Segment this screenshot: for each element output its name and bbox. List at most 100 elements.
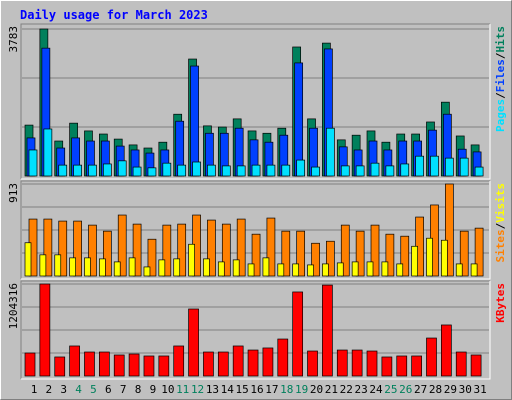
bar <box>203 258 210 277</box>
bar <box>441 239 448 277</box>
x-tick-label: 25 <box>384 383 397 396</box>
bar <box>311 166 320 177</box>
bar <box>307 264 314 277</box>
bar <box>445 183 454 277</box>
bar <box>296 230 306 277</box>
bar <box>147 167 157 177</box>
legend-label: Files <box>494 59 507 92</box>
x-tick-label: 11 <box>176 383 189 396</box>
bar <box>188 308 199 377</box>
chart-title: Daily usage for March 2023 <box>20 8 208 22</box>
bar <box>459 230 469 277</box>
x-tick-label: 31 <box>473 383 486 396</box>
x-tick-label: 29 <box>444 383 457 396</box>
legend-separator: / <box>494 222 507 229</box>
bar <box>69 345 80 377</box>
bar <box>173 345 185 377</box>
x-tick-label: 3 <box>60 383 67 396</box>
bar <box>336 262 344 277</box>
bar <box>296 159 306 177</box>
legend-label: Pages <box>494 99 507 132</box>
bar <box>474 227 484 277</box>
bar <box>158 355 170 377</box>
bar <box>411 245 418 277</box>
bar <box>147 238 157 277</box>
bar <box>247 263 255 277</box>
bar <box>177 223 187 277</box>
bar <box>73 220 82 277</box>
legend: Pages/Files/Hits <box>494 26 507 132</box>
bar <box>128 257 136 277</box>
x-tick-label: 22 <box>340 383 353 396</box>
bar <box>132 166 142 177</box>
bar <box>351 261 359 277</box>
bar <box>381 356 393 377</box>
bar <box>28 149 38 177</box>
bar <box>307 350 318 377</box>
bar <box>294 62 304 177</box>
bar <box>381 261 389 277</box>
bar <box>455 263 463 277</box>
bar <box>98 258 106 277</box>
x-tick-label: 2 <box>46 383 53 396</box>
panel-edge-light <box>21 24 491 180</box>
bar <box>370 224 380 277</box>
bar <box>236 218 246 277</box>
x-tick-label: 9 <box>150 383 157 396</box>
x-tick-label: 16 <box>250 383 263 396</box>
bar <box>54 254 62 277</box>
x-tick-label: 14 <box>221 383 235 396</box>
bar <box>396 263 404 277</box>
legend-separator: / <box>494 52 507 59</box>
legend: KBytes <box>494 283 507 323</box>
bar <box>281 230 291 277</box>
bar <box>396 355 408 377</box>
bar <box>88 164 97 177</box>
bar <box>415 155 424 177</box>
bar <box>117 160 127 177</box>
bar <box>400 163 410 177</box>
bar <box>400 235 410 277</box>
bar <box>385 165 395 177</box>
legend-label: Sites <box>494 229 507 262</box>
bar <box>113 261 121 277</box>
bar <box>88 224 97 277</box>
bar <box>474 166 484 177</box>
bar <box>266 217 276 277</box>
x-tick-label: 23 <box>355 383 368 396</box>
x-tick-label: 12 <box>191 383 204 396</box>
bar <box>251 164 261 177</box>
legend-separator: / <box>494 92 507 99</box>
bar <box>426 337 437 377</box>
panel-edge-dark <box>20 180 490 279</box>
x-tick-label: 17 <box>265 383 278 396</box>
bar <box>132 223 142 277</box>
bar <box>326 127 335 177</box>
x-tick-label: 24 <box>369 383 383 396</box>
panel-edge-light <box>21 181 491 280</box>
bar <box>69 257 76 277</box>
bar <box>117 214 127 277</box>
bar <box>54 356 66 377</box>
bar <box>251 233 261 277</box>
bar <box>207 219 216 277</box>
bar <box>102 163 112 177</box>
bar <box>232 345 244 377</box>
bar <box>355 165 365 177</box>
panel-edge-dark <box>20 23 490 179</box>
legend-label: KBytes <box>494 283 507 323</box>
bar <box>43 128 53 177</box>
legend-label: Hits <box>494 26 507 53</box>
bar <box>247 349 259 377</box>
bar <box>470 354 482 377</box>
bar <box>190 65 199 177</box>
bar <box>355 230 365 277</box>
x-tick-label: 21 <box>325 383 338 396</box>
bar <box>203 351 214 377</box>
bar <box>232 259 240 277</box>
bar <box>217 351 229 377</box>
panel-edge-light <box>21 281 491 380</box>
bar <box>128 353 140 377</box>
bar <box>84 351 95 377</box>
